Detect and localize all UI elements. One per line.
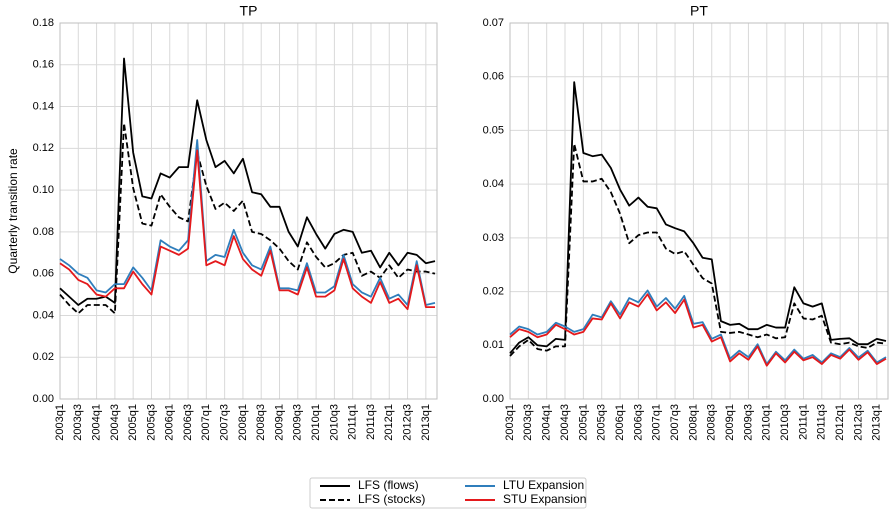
- x-tick-label: 2010q1: [310, 404, 322, 441]
- x-tick-label: 2004q1: [90, 404, 102, 441]
- series-line: [509, 142, 887, 357]
- y-tick-label: 0.05: [483, 124, 504, 136]
- x-tick-label: 2010q3: [779, 404, 791, 441]
- x-tick-label: 2009q3: [742, 404, 754, 441]
- y-tick-label: 0.06: [33, 268, 54, 280]
- x-tick-label: 2003q1: [504, 404, 516, 441]
- series-line: [509, 289, 887, 365]
- legend-label: LFS (stocks): [358, 492, 425, 506]
- x-tick-label: 2010q3: [328, 404, 340, 441]
- y-tick-label: 0.14: [33, 100, 54, 112]
- series-line: [59, 57, 436, 306]
- x-tick-label: 2005q1: [577, 404, 589, 441]
- x-tick-label: 2010q1: [761, 404, 773, 441]
- y-tick-label: 0.16: [33, 59, 54, 71]
- x-tick-label: 2009q1: [273, 404, 285, 441]
- chart-title: TP: [240, 3, 258, 19]
- series-line: [59, 122, 436, 315]
- x-tick-label: 2008q3: [706, 404, 718, 441]
- x-tick-label: 2004q3: [109, 404, 121, 441]
- x-tick-label: 2007q1: [651, 404, 663, 441]
- x-tick-label: 2006q3: [632, 404, 644, 441]
- legend-label: LTU Expansion: [503, 478, 584, 492]
- y-tick-label: 0.00: [483, 393, 504, 405]
- x-tick-label: 2012q1: [383, 404, 395, 441]
- chart-title: PT: [690, 3, 708, 19]
- x-tick-label: 2009q1: [724, 404, 736, 441]
- x-tick-label: 2012q3: [852, 404, 864, 441]
- x-tick-label: 2003q3: [522, 404, 534, 441]
- y-tick-label: 0.02: [33, 351, 54, 363]
- x-tick-label: 2009q3: [292, 404, 304, 441]
- x-tick-label: 2012q1: [834, 404, 846, 441]
- plot-frame: [509, 22, 889, 400]
- x-tick-label: 2005q3: [596, 404, 608, 441]
- y-tick-label: 0.18: [33, 17, 54, 29]
- y-tick-label: 0.12: [33, 142, 54, 154]
- x-tick-label: 2008q1: [237, 404, 249, 441]
- legend-frame: [309, 477, 587, 509]
- x-tick-label: 2005q1: [127, 404, 139, 441]
- series-line: [509, 293, 887, 367]
- x-tick-label: 2008q1: [687, 404, 699, 441]
- x-tick-label: 2006q1: [164, 404, 176, 441]
- series-line: [509, 81, 887, 354]
- x-tick-label: 2013q1: [871, 404, 883, 441]
- x-tick-label: 2012q3: [401, 404, 413, 441]
- y-tick-label: 0.02: [483, 285, 504, 297]
- x-tick-label: 2007q3: [669, 404, 681, 441]
- y-tick-label: 0.07: [483, 17, 504, 29]
- x-tick-label: 2011q3: [365, 404, 377, 440]
- legend-label: LFS (flows): [358, 478, 419, 492]
- x-tick-label: 2004q3: [559, 404, 571, 441]
- y-tick-label: 0.03: [483, 232, 504, 244]
- x-tick-label: 2011q3: [816, 404, 828, 440]
- x-tick-label: 2011q1: [797, 404, 809, 440]
- x-tick-label: 2003q1: [54, 404, 66, 441]
- x-tick-label: 2013q1: [420, 404, 432, 441]
- y-tick-label: 0.04: [483, 178, 504, 190]
- y-tick-label: 0.08: [33, 226, 54, 238]
- series-line: [59, 139, 436, 306]
- x-tick-label: 2007q3: [219, 404, 231, 441]
- x-tick-label: 2007q1: [200, 404, 212, 441]
- x-tick-label: 2006q1: [614, 404, 626, 441]
- y-tick-label: 0.06: [483, 71, 504, 83]
- x-tick-label: 2008q3: [255, 404, 267, 441]
- series-line: [59, 149, 435, 311]
- y-tick-label: 0.01: [483, 339, 504, 351]
- y-axis-label: Quarterly transition rate: [6, 148, 20, 274]
- plot-frame: [59, 22, 438, 400]
- y-tick-label: 0.00: [33, 393, 54, 405]
- x-tick-label: 2005q3: [145, 404, 157, 441]
- y-tick-label: 0.04: [33, 309, 54, 321]
- x-tick-label: 2011q1: [347, 404, 359, 440]
- legend: LFS (flows)LFS (stocks) LTU ExpansionSTU …: [309, 477, 587, 509]
- x-tick-label: 2003q3: [72, 404, 84, 441]
- y-tick-label: 0.10: [33, 184, 54, 196]
- x-tick-label: 2004q1: [541, 404, 553, 441]
- legend-label: STU Expansion: [503, 492, 586, 506]
- x-tick-label: 2006q3: [182, 404, 194, 441]
